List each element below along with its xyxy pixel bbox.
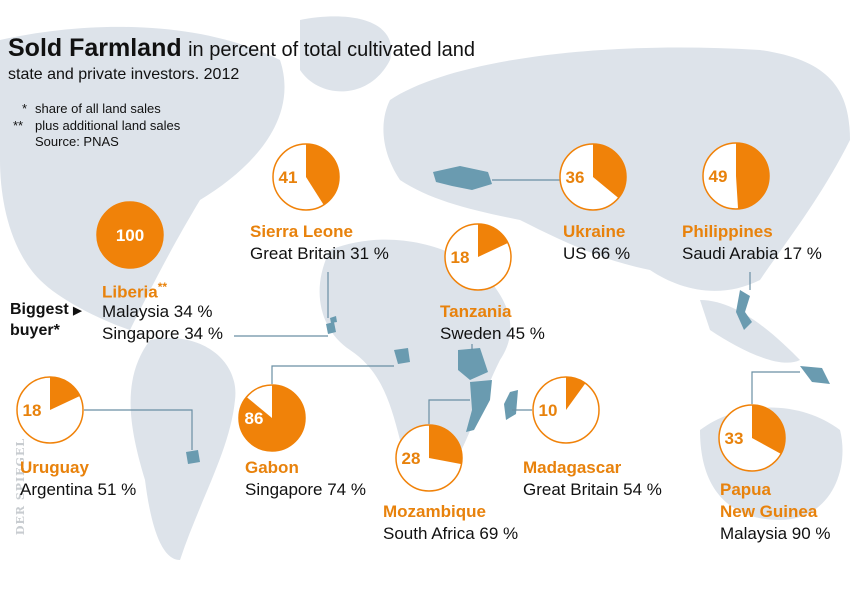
pie-liberia-slice — [97, 202, 163, 268]
pie-tanzania-slice — [478, 224, 508, 257]
country-label-madagascar: Madagascar — [523, 458, 622, 477]
biggest-buyer-line2: buyer* — [10, 322, 60, 339]
pie-papua-new-guinea-value-label: 33 — [725, 429, 744, 448]
pie-philippines-slice — [736, 143, 769, 209]
buyer-label-uruguay: Argentina 51 % — [20, 480, 137, 499]
pie-sierra-leone-value-label: 41 — [279, 168, 298, 187]
pie-uruguay-value-label: 18 — [23, 401, 42, 420]
biggest-buyer-line1: Biggest — [10, 301, 69, 318]
highlighted-countries — [186, 166, 830, 464]
biggest-buyer-label: Biggest ▶ buyer* — [10, 300, 82, 340]
buyer-label-liberia: Malaysia 34 % — [102, 302, 213, 321]
country-label-uruguay: Uruguay — [20, 458, 89, 477]
pie-papua-new-guinea-slice — [752, 405, 785, 454]
gabon-shape — [394, 348, 410, 364]
pie-sierra-leone-slice — [306, 144, 340, 205]
ukraine-shape — [433, 166, 492, 190]
sierra-leone-shape — [330, 316, 337, 323]
pie-uruguay-slice — [50, 377, 80, 410]
buyer-label-tanzania: Sweden 45 % — [440, 324, 545, 343]
southeast-asia — [700, 300, 800, 363]
buyer-label-liberia: Singapore 34 % — [102, 324, 223, 343]
mozambique-shape — [466, 380, 492, 432]
country-label-liberia: Liberia** — [102, 280, 168, 302]
country-label-sierra-leone: Sierra Leone — [250, 222, 353, 241]
pie-charts: 100 41 18 36 49 18 86 28 10 33 — [16, 142, 786, 492]
tanzania-shape — [458, 348, 488, 380]
country-label-papua-new-guinea: New Guinea — [720, 502, 818, 521]
uruguay-shape — [186, 450, 200, 464]
pie-tanzania-value-label: 18 — [451, 248, 470, 267]
pie-mozambique-slice — [429, 425, 462, 465]
buyer-label-philippines: Saudi Arabia 17 % — [682, 244, 822, 263]
connector-gabon — [271, 365, 394, 384]
note-1: share of all land sales — [35, 101, 161, 116]
madagascar-shape — [504, 390, 518, 420]
country-label-gabon: Gabon — [245, 458, 299, 477]
connector-mozambique — [428, 399, 470, 424]
pie-madagascar-slice — [566, 377, 586, 410]
note-1-mark: * — [22, 101, 28, 116]
pie-philippines-value-label: 49 — [709, 167, 728, 186]
buyer-label-mozambique: South Africa 69 % — [383, 524, 519, 543]
note-2: plus additional land sales — [35, 118, 181, 133]
buyer-label-madagascar: Great Britain 54 % — [523, 480, 662, 499]
title-main: Sold Farmland — [8, 34, 182, 62]
subtitle: state and private investors. 2012 — [8, 66, 240, 83]
connector-lines — [84, 179, 800, 450]
connector-png — [751, 371, 800, 404]
pie-mozambique-value-label: 28 — [402, 449, 421, 468]
liberia-shape — [326, 322, 336, 334]
buyer-label-gabon: Singapore 74 % — [245, 480, 366, 499]
pie-gabon-slice — [238, 385, 305, 451]
greenland — [300, 16, 392, 92]
note-2-mark: ** — [13, 118, 24, 133]
pie-liberia-value-label: 100 — [116, 226, 144, 245]
country-label-tanzania: Tanzania — [440, 302, 512, 321]
pie-ukraine-value-label: 36 — [566, 168, 585, 187]
source: Source: PNAS — [35, 134, 119, 149]
country-label-ukraine: Ukraine — [563, 222, 626, 241]
buyer-label-ukraine: US 66 % — [563, 244, 631, 263]
footnote-mark: ** — [157, 280, 168, 294]
country-label-mozambique: Mozambique — [383, 502, 486, 521]
south-america — [130, 338, 236, 560]
buyer-label-papua-new-guinea: Malaysia 90 % — [720, 524, 831, 543]
philippines-shape — [736, 290, 752, 330]
country-label-papua-new-guinea: Papua — [720, 480, 772, 499]
connector-uruguay — [84, 409, 193, 450]
africa — [319, 239, 511, 474]
arrow-right-icon: ▶ — [73, 305, 82, 317]
buyer-label-sierra-leone: Great Britain 31 % — [250, 244, 389, 263]
pie-madagascar-value-label: 10 — [539, 401, 558, 420]
north-america — [0, 26, 285, 330]
chart-title: Sold Farmland in percent of total cultiv… — [8, 34, 475, 63]
country-label-philippines: Philippines — [682, 222, 773, 241]
png-shape — [800, 366, 830, 384]
pie-gabon-value-label: 86 — [245, 409, 264, 428]
title-suffix: in percent of total cultivated land — [188, 39, 475, 61]
pie-ukraine-slice — [593, 144, 627, 199]
